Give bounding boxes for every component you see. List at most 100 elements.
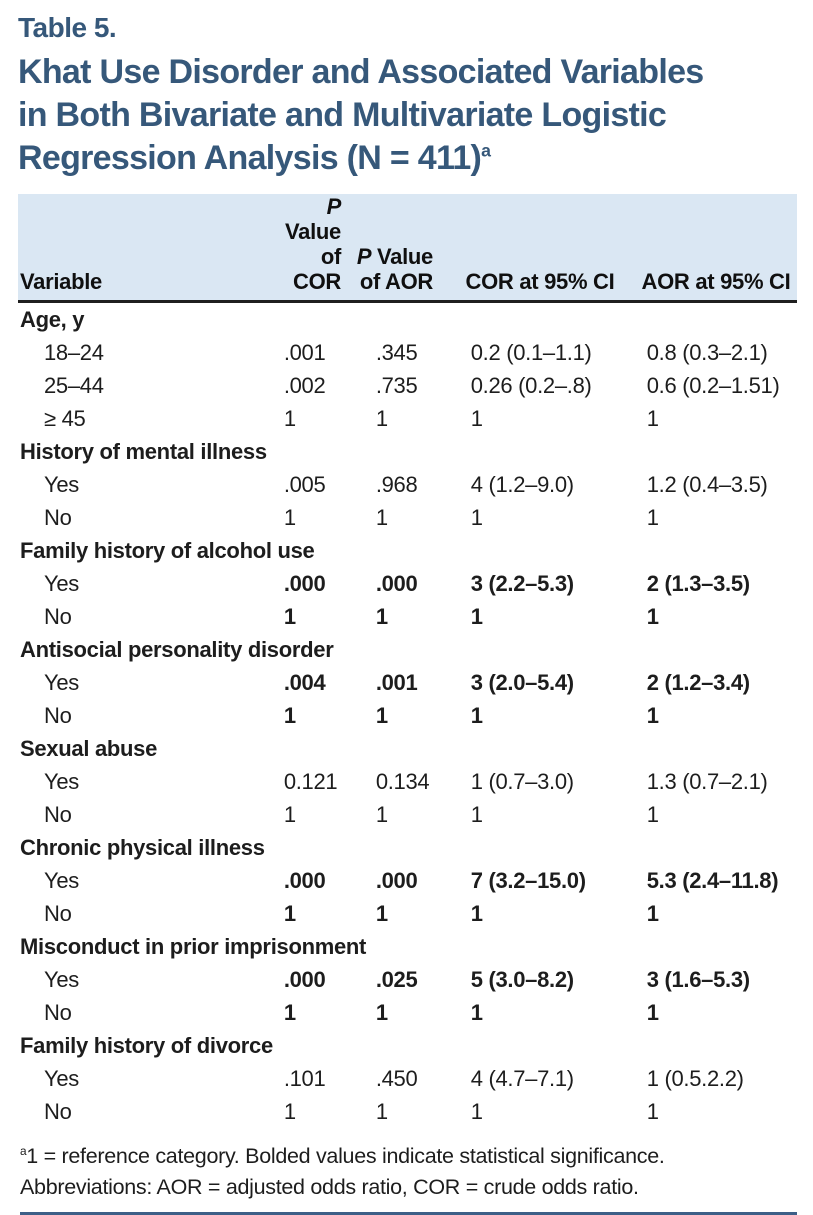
section-header: Family history of divorce: [20, 1033, 273, 1058]
table-row: No 1 1 1 1: [18, 600, 797, 633]
title-footnote-marker: a: [481, 140, 491, 161]
cor-ci-cell: 5 (3.0–8.2): [470, 967, 574, 992]
cor-ci-cell: 1: [470, 703, 483, 728]
p-value-cor-cell: 1: [283, 703, 296, 728]
cor-ci-cell: 1: [470, 505, 483, 530]
aor-ci-cell: 3 (1.6–5.3): [646, 967, 750, 992]
table-number-label: Table 5.: [18, 12, 117, 43]
table-header: Variable P Value of COR P Value of AOR COR…: [18, 194, 797, 303]
section-header: Chronic physical illness: [20, 835, 265, 860]
section-header: Family history of alcohol use: [20, 538, 315, 563]
row-label: No: [44, 1000, 72, 1025]
p-value-aor-cell: 1: [375, 1099, 388, 1124]
page-title: Khat Use Disorder and Associated Variabl…: [18, 51, 797, 180]
p-value-aor-cell: 1: [375, 406, 388, 431]
table-row: No 1 1 1 1: [18, 897, 797, 930]
aor-ci-cell: 1: [646, 703, 659, 728]
section-header-row: Misconduct in prior imprisonment: [18, 930, 797, 963]
p-value-aor-cell: 0.134: [375, 769, 430, 794]
p-value-aor-cell: 1: [375, 901, 388, 926]
aor-ci-cell: 1: [646, 1099, 659, 1124]
cor-ci-cell: 1: [470, 604, 483, 629]
p-value-aor-cell: .025: [375, 967, 418, 992]
cor-ci-cell: 1: [470, 1099, 483, 1124]
cor-ci-cell: 1: [470, 406, 483, 431]
column-header-variable: Variable: [18, 194, 270, 303]
row-label: No: [44, 1099, 72, 1124]
p-value-cor-cell: 1: [283, 1099, 296, 1124]
table-row: Yes .000 .000 3 (2.2–5.3) 2 (1.3–3.5): [18, 567, 797, 600]
p-value-cor-cell: 1: [283, 1000, 296, 1025]
row-label: ≥ 45: [44, 406, 86, 431]
cor-ci-cell: 4 (1.2–9.0): [470, 472, 574, 497]
title-line-3: Regression Analysis (N = 411): [18, 139, 482, 177]
p-value-aor-cell: 1: [375, 604, 388, 629]
aor-ci-cell: 2 (1.3–3.5): [646, 571, 750, 596]
aor-ci-cell: 1: [646, 802, 659, 827]
row-label: Yes: [44, 472, 79, 497]
section-header: Misconduct in prior imprisonment: [20, 934, 367, 959]
footnote-line-1: a1 = reference category. Bolded values i…: [20, 1143, 665, 1168]
cor-ci-cell: 1: [470, 802, 483, 827]
aor-ci-cell: 1: [646, 406, 659, 431]
aor-ci-cell: 1 (0.5.2.2): [646, 1066, 744, 1091]
section-header-row: Age, y: [18, 302, 797, 337]
aor-ci-cell: 0.8 (0.3–2.1): [646, 340, 768, 365]
p-value-cor-cell: 1: [283, 604, 296, 629]
p-value-aor-cell: 1: [375, 802, 388, 827]
p-value-aor-cell: 1: [375, 1000, 388, 1025]
section-header: Antisocial personality disorder: [20, 637, 334, 662]
cor-ci-cell: 0.2 (0.1–1.1): [470, 340, 592, 365]
footnote-line-2: Abbreviations: AOR = adjusted odds ratio…: [20, 1175, 639, 1199]
table-row: Yes .000 .000 7 (3.2–15.0) 5.3 (2.4–11.8…: [18, 864, 797, 897]
section-header-row: Sexual abuse: [18, 732, 797, 765]
p-value-cor-cell: .000: [283, 868, 326, 893]
column-header-p-aor: P Value of AOR: [353, 194, 445, 303]
column-header-cor-ci: COR at 95% CI: [445, 194, 635, 303]
cor-ci-cell: 1: [470, 1000, 483, 1025]
p-value-cor-cell: .001: [283, 340, 326, 365]
p-value-aor-cell: .000: [375, 571, 418, 596]
cor-ci-cell: 0.26 (0.2–.8): [470, 373, 592, 398]
section-header-row: Family history of divorce: [18, 1029, 797, 1062]
table-row: Yes .005 .968 4 (1.2–9.0) 1.2 (0.4–3.5): [18, 468, 797, 501]
section-header-row: Antisocial personality disorder: [18, 633, 797, 666]
row-label: 18–24: [44, 340, 104, 365]
table-row: No 1 1 1 1: [18, 1095, 797, 1128]
row-label: No: [44, 901, 72, 926]
table-row: No 1 1 1 1: [18, 996, 797, 1029]
row-label: No: [44, 703, 72, 728]
aor-ci-cell: 1.2 (0.4–3.5): [646, 472, 768, 497]
column-header-aor-ci: AOR at 95% CI: [635, 194, 797, 303]
aor-ci-cell: 5.3 (2.4–11.8): [646, 868, 779, 893]
aor-ci-cell: 0.6 (0.2–1.51): [646, 373, 780, 398]
p-value-aor-cell: .735: [375, 373, 418, 398]
row-label: Yes: [44, 1066, 79, 1091]
table-row: Yes .000 .025 5 (3.0–8.2) 3 (1.6–5.3): [18, 963, 797, 996]
cor-ci-cell: 1 (0.7–3.0): [470, 769, 574, 794]
p-value-aor-cell: 1: [375, 703, 388, 728]
cor-ci-cell: 7 (3.2–15.0): [470, 868, 586, 893]
row-label: No: [44, 802, 72, 827]
table-row: No 1 1 1 1: [18, 699, 797, 732]
p-value-aor-cell: .000: [375, 868, 418, 893]
cor-ci-cell: 1: [470, 901, 483, 926]
row-label: No: [44, 604, 72, 629]
row-label: Yes: [44, 967, 79, 992]
results-table: Variable P Value of COR P Value of AOR COR…: [18, 194, 797, 1128]
p-value-cor-cell: 1: [283, 505, 296, 530]
row-label: Yes: [44, 769, 79, 794]
footnotes: a1 = reference category. Bolded values i…: [20, 1141, 797, 1203]
p-value-cor-cell: 0.121: [283, 769, 338, 794]
table-row: Yes 0.121 0.134 1 (0.7–3.0) 1.3 (0.7–2.1…: [18, 765, 797, 798]
section-header-row: Chronic physical illness: [18, 831, 797, 864]
table-row: 18–24 .001 .345 0.2 (0.1–1.1) 0.8 (0.3–2…: [18, 336, 797, 369]
row-label: Yes: [44, 670, 79, 695]
p-value-cor-cell: .101: [283, 1066, 326, 1091]
row-label: 25–44: [44, 373, 104, 398]
section-header: Sexual abuse: [20, 736, 158, 761]
table-row: No 1 1 1 1: [18, 798, 797, 831]
p-value-aor-cell: .968: [375, 472, 418, 497]
section-header: Age, y: [20, 307, 85, 332]
table-body: Age, y 18–24 .001 .345 0.2 (0.1–1.1) 0.8…: [18, 302, 797, 1129]
